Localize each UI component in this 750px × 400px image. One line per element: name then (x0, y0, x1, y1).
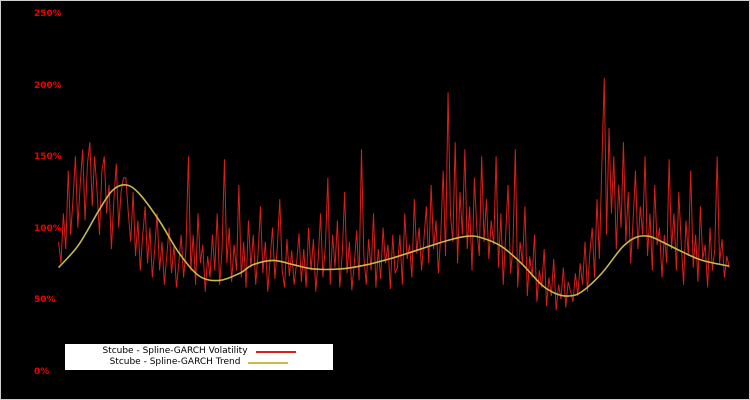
y-axis-tick-label: 50% (34, 295, 56, 306)
legend-label-volatility: Stcube - Spline-GARCH Volatility (102, 346, 248, 356)
y-axis-tick-label: 200% (34, 80, 62, 91)
legend-entry-trend: Stcube - Spline-GARCH Trend (69, 357, 329, 368)
legend-entry-volatility: Stcube - Spline-GARCH Volatility (69, 346, 329, 357)
trend-series-line (57, 184, 730, 297)
legend: Stcube - Spline-GARCH Volatility Stcube … (65, 344, 333, 370)
trend-line-swatch (248, 361, 289, 364)
y-axis: 0% 50% 100% 150% 200% 250% (1, 1, 62, 399)
y-axis-tick-label: 0% (34, 367, 50, 377)
y-axis-tick-label: 150% (34, 152, 62, 163)
volatility-series-line (58, 77, 730, 311)
y-axis-tick-label: 100% (34, 223, 62, 234)
y-axis-tick-label: 250% (34, 9, 62, 19)
volatility-line-swatch (255, 350, 296, 353)
legend-label-trend: Stcube - Spline-GARCH Trend (109, 357, 241, 367)
